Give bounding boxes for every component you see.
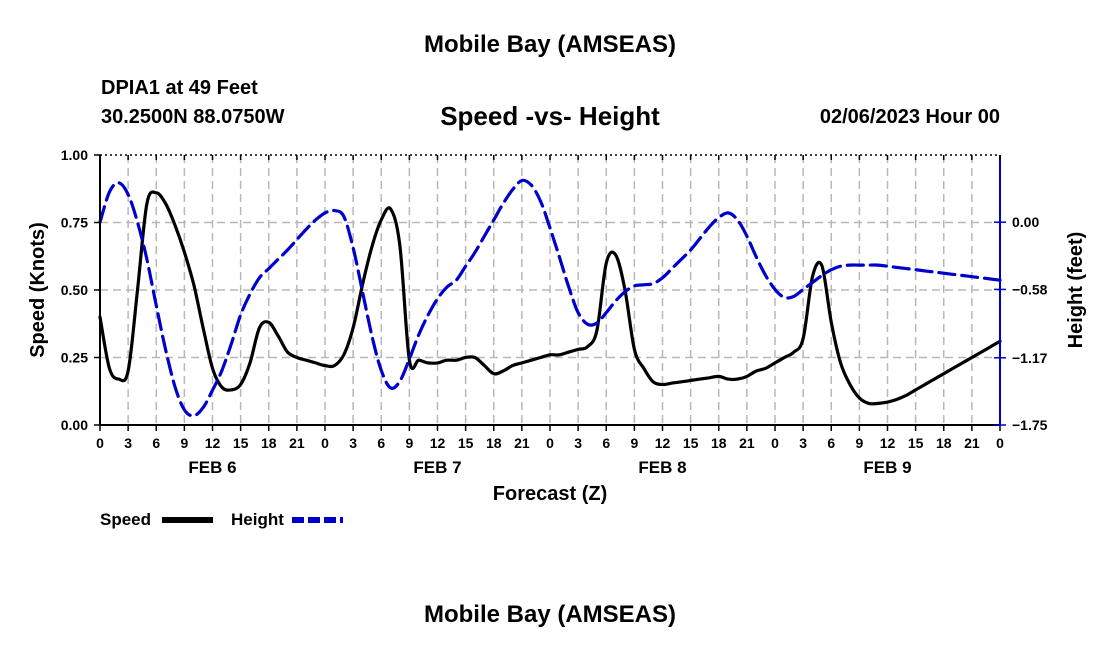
x-tick-label: 6	[602, 435, 610, 451]
x-tick-label: 18	[486, 435, 502, 451]
day-label: FEB 9	[863, 458, 911, 477]
x-tick-label: 3	[574, 435, 582, 451]
x-tick-label: 9	[855, 435, 863, 451]
chart-title-top: Mobile Bay (AMSEAS)	[423, 31, 677, 58]
x-tick-label: 3	[124, 435, 132, 451]
y2-tick-label: −1.75	[1012, 417, 1048, 433]
y-tick-label: 0.25	[61, 350, 88, 366]
day-label: FEB 6	[188, 458, 236, 477]
y-tick-label: 0.75	[61, 215, 88, 231]
x-tick-label: 18	[261, 435, 277, 451]
series-line-height	[98, 178, 1002, 418]
y2-axis-title: Height (feet)	[1065, 232, 1087, 349]
x-tick-label: 18	[936, 435, 952, 451]
x-tick-label: 12	[430, 435, 446, 451]
y2-tick-label: −0.58	[1012, 281, 1048, 297]
x-tick-label: 9	[405, 435, 413, 451]
chart-title-bottom: Mobile Bay (AMSEAS)	[423, 601, 677, 628]
x-tick-label: 15	[458, 435, 474, 451]
station-label: DPIA1 at 49 Feet	[101, 77, 258, 99]
x-tick-label: 6	[377, 435, 385, 451]
x-tick-label: 21	[739, 435, 755, 451]
coordinates-label: 30.2500N 88.0750W	[101, 106, 285, 128]
x-tick-label: 12	[655, 435, 671, 451]
y-tick-label: 1.00	[61, 147, 88, 163]
chart-subtitle: Speed -vs- Height	[440, 101, 660, 131]
grid-layer	[100, 155, 1000, 425]
x-tick-label: 6	[827, 435, 835, 451]
labels-layer: 0 3 6 9 12 15 18 21 0 3 6 9 12 15 18 21 0 3 6 9 12 15 18 21 0 3 6 9…	[27, 147, 1087, 505]
day-label: FEB 8	[638, 458, 686, 477]
y2-tick-label: −1.17	[1012, 350, 1048, 366]
y-tick-label: 0.50	[61, 282, 88, 298]
x-tick-label: 0	[96, 435, 104, 451]
legend-label-speed: Speed	[100, 510, 151, 529]
x-axis-title: Forecast (Z)	[493, 483, 607, 505]
series-line-speed	[98, 190, 1002, 406]
axes-layer	[94, 154, 1006, 431]
x-tick-label: 15	[683, 435, 699, 451]
series-layer	[98, 178, 1002, 418]
y-tick-label: 0.00	[61, 417, 88, 433]
x-tick-label: 21	[964, 435, 980, 451]
legend-label-height: Height	[231, 510, 284, 529]
x-tick-label: 0	[546, 435, 554, 451]
x-tick-label: 3	[349, 435, 357, 451]
y-axis-title: Speed (Knots)	[27, 222, 49, 358]
x-tick-label: 12	[880, 435, 896, 451]
legend: Speed Height	[100, 510, 343, 529]
y2-tick-label: 0.00	[1012, 214, 1039, 230]
x-tick-label: 15	[233, 435, 249, 451]
x-tick-label: 21	[514, 435, 530, 451]
x-tick-label: 6	[152, 435, 160, 451]
x-tick-label: 0	[321, 435, 329, 451]
x-tick-label: 9	[630, 435, 638, 451]
x-tick-label: 18	[711, 435, 727, 451]
day-label: FEB 7	[413, 458, 461, 477]
forecast-date-label: 02/06/2023 Hour 00	[819, 106, 1000, 128]
x-tick-label: 21	[289, 435, 305, 451]
x-tick-label: 9	[180, 435, 188, 451]
x-tick-label: 0	[996, 435, 1004, 451]
x-tick-label: 3	[799, 435, 807, 451]
x-tick-label: 12	[205, 435, 221, 451]
x-tick-label: 0	[771, 435, 779, 451]
x-tick-label: 15	[908, 435, 924, 451]
